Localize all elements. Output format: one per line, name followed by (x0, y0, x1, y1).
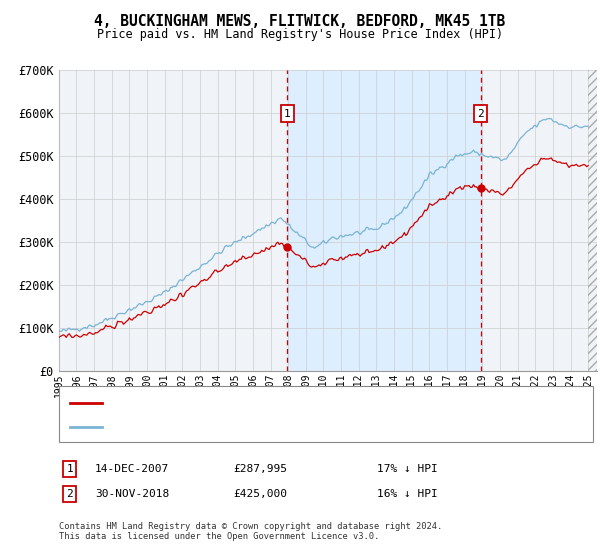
Text: HPI: Average price, detached house, Central Bedfordshire: HPI: Average price, detached house, Cent… (107, 422, 443, 432)
Text: £425,000: £425,000 (233, 489, 287, 499)
Text: 30-NOV-2018: 30-NOV-2018 (95, 489, 169, 499)
Bar (588, 70, 597, 371)
Text: 1: 1 (284, 109, 291, 119)
Text: 16% ↓ HPI: 16% ↓ HPI (377, 489, 437, 499)
Text: Price paid vs. HM Land Registry's House Price Index (HPI): Price paid vs. HM Land Registry's House … (97, 28, 503, 41)
Bar (287, 70, 481, 371)
Text: £287,995: £287,995 (233, 464, 287, 474)
Text: 17% ↓ HPI: 17% ↓ HPI (377, 464, 437, 474)
Text: 4, BUCKINGHAM MEWS, FLITWICK, BEDFORD, MK45 1TB (detached house): 4, BUCKINGHAM MEWS, FLITWICK, BEDFORD, M… (107, 398, 491, 408)
Text: 1: 1 (66, 464, 73, 474)
Text: 2: 2 (66, 489, 73, 499)
Text: 4, BUCKINGHAM MEWS, FLITWICK, BEDFORD, MK45 1TB: 4, BUCKINGHAM MEWS, FLITWICK, BEDFORD, M… (94, 14, 506, 29)
Text: 14-DEC-2007: 14-DEC-2007 (95, 464, 169, 474)
Text: Contains HM Land Registry data © Crown copyright and database right 2024.
This d: Contains HM Land Registry data © Crown c… (59, 522, 442, 542)
Text: 2: 2 (478, 109, 484, 119)
